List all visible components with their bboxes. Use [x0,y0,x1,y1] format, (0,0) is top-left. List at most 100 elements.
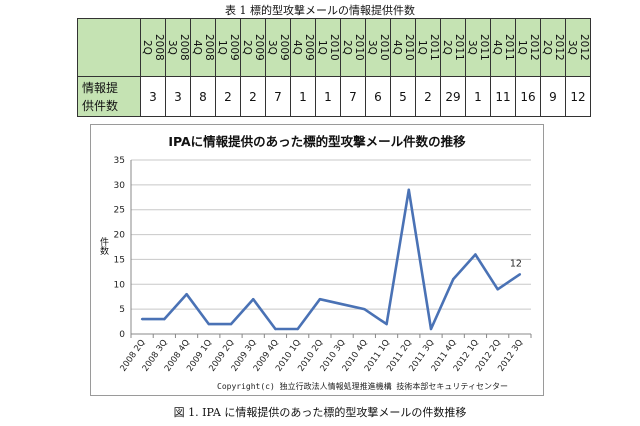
table-header-cell: 2Q 2009 [240,18,266,77]
table-header-year: 2011 [453,34,465,61]
series-line [142,188,521,331]
table-header-year: 2010 [378,34,390,61]
y-tick-label: 0 [119,330,125,340]
table-header-year: 2012 [553,34,565,61]
table-header-year: 2008 [203,34,215,61]
table-value-cell: 1 [315,76,341,117]
table-value-cell: 8 [190,76,216,117]
data-label: 12 [510,258,522,269]
y-tick-label: 10 [114,280,126,290]
table-header-cell: 4Q 2009 [290,18,316,77]
table-header-cell: 3Q 2012 [565,18,591,77]
data-point [252,298,255,301]
row-label-line2: 供件数 [82,98,119,113]
table-header-quarter: 2Q [341,40,353,55]
data-table: 2Q 2008 3Q 2008 4Q 2008 1Q 2009 2Q 2009 3Q 2009 4Q 20… [77,18,591,117]
data-point [340,302,344,306]
table-header-cell: 2Q 2008 [140,18,166,77]
table-header-quarter: 3Q [466,40,478,55]
line-chart: IPAに情報提供のあった標的型攻撃メール件数の推移 件数 0 5 10 15 20 25 3… [90,124,544,396]
table-header-year: 2009 [228,34,240,61]
table-header-quarter: 4Q [291,40,303,55]
table-title: 表 1 標的型攻撃メールの情報提供件数 [225,4,415,17]
table-header-cell: 2Q 2012 [540,18,566,77]
data-point [385,322,388,326]
table-header-quarter: 1Q [216,40,228,55]
table-header-year: 2011 [428,34,440,61]
table-header-year: 2011 [503,34,515,61]
y-tick-label: 5 [119,305,125,315]
table-header-quarter: 3Q [366,40,378,55]
table-header-quarter: 2Q [241,40,253,55]
table-header-cell: 2Q 2010 [340,18,366,77]
table-header-cell: 3Q 2009 [265,18,291,77]
table-header-quarter: 2Q [141,40,153,55]
data-point [429,327,433,331]
data-point [518,273,522,276]
table-header-quarter: 1Q [316,40,328,55]
table-value-cell: 12 [565,76,591,117]
table-value-cell: 16 [515,76,541,117]
y-tick-label: 20 [114,231,126,241]
table-value-cell: 2 [415,76,441,117]
y-tick-label: 15 [114,255,125,265]
table-header-quarter: 3Q [266,40,278,55]
table-value-cell: 9 [540,76,566,117]
data-point [185,293,188,296]
table-header-quarter: 4Q [191,40,203,55]
data-point [496,288,499,291]
table-header-quarter: 3Q [566,40,578,55]
table-header-cell: 4Q 2011 [490,18,516,77]
copyright-text: Copyright(c) 独立行政法人情報処理推進機構 技術本部セキュリティセン… [217,382,508,391]
table-header-cell: 4Q 2008 [190,18,216,77]
data-point [296,327,299,331]
table-header-cell: 4Q 2010 [390,18,416,77]
header-row: 2Q 2008 3Q 2008 4Q 2008 1Q 2009 2Q 2009 3Q 2009 4Q 20… [77,18,591,77]
table-value-cell: 3 [140,76,166,117]
table-corner-cell [77,18,141,77]
y-tick-label: 30 [114,181,126,191]
data-point [140,317,144,321]
table-header-quarter: 2Q [541,40,553,55]
table-header-year: 2009 [303,34,315,61]
row-label: 情報提 供件数 [77,76,141,117]
table-header-year: 2008 [178,34,190,61]
table-header-year: 2010 [328,34,340,61]
table-header-cell: 1Q 2011 [415,18,441,77]
table-header-year: 2012 [578,34,590,61]
table-value-cell: 7 [265,76,291,117]
table-header-cell: 3Q 2011 [465,18,491,77]
table-header-cell: 1Q 2012 [515,18,541,77]
row-label-line1: 情報提 [82,80,119,95]
table-header-quarter: 3Q [166,40,178,55]
data-point [163,317,166,321]
table-header-year: 2012 [528,34,540,61]
table-value-cell: 3 [165,76,191,117]
data-point [274,327,277,331]
data-point [207,322,210,326]
table-header-cell: 3Q 2008 [165,18,191,77]
table-value-cell: 7 [340,76,366,117]
table-value-cell: 6 [365,76,391,117]
table-value-cell: 1 [290,76,316,117]
table-header-year: 2010 [353,34,365,61]
table-header-cell: 1Q 2010 [315,18,341,77]
table-header-cell: 2Q 2011 [440,18,466,77]
table-header-cell: 1Q 2009 [215,18,241,77]
table-header-quarter: 1Q [516,40,528,55]
y-tick-label: 35 [114,156,125,166]
table-value-cell: 11 [490,76,516,117]
data-point [407,188,410,192]
table-header-cell: 3Q 2010 [365,18,391,77]
data-point [363,307,366,311]
values-row: 情報提 供件数 3 3 8 2 2 7 1 1 7 6 5 2 29 1 11 16 9 12 [77,76,591,117]
table-value-cell: 2 [215,76,241,117]
table-header-year: 2009 [253,34,265,61]
data-point [452,278,455,281]
table-header-quarter: 2Q [441,40,453,55]
data-point [318,298,322,301]
chart-title: IPAに情報提供のあった標的型攻撃メール件数の推移 [168,134,466,149]
table-value-cell: 1 [465,76,491,117]
table-value-cell: 29 [440,76,466,117]
